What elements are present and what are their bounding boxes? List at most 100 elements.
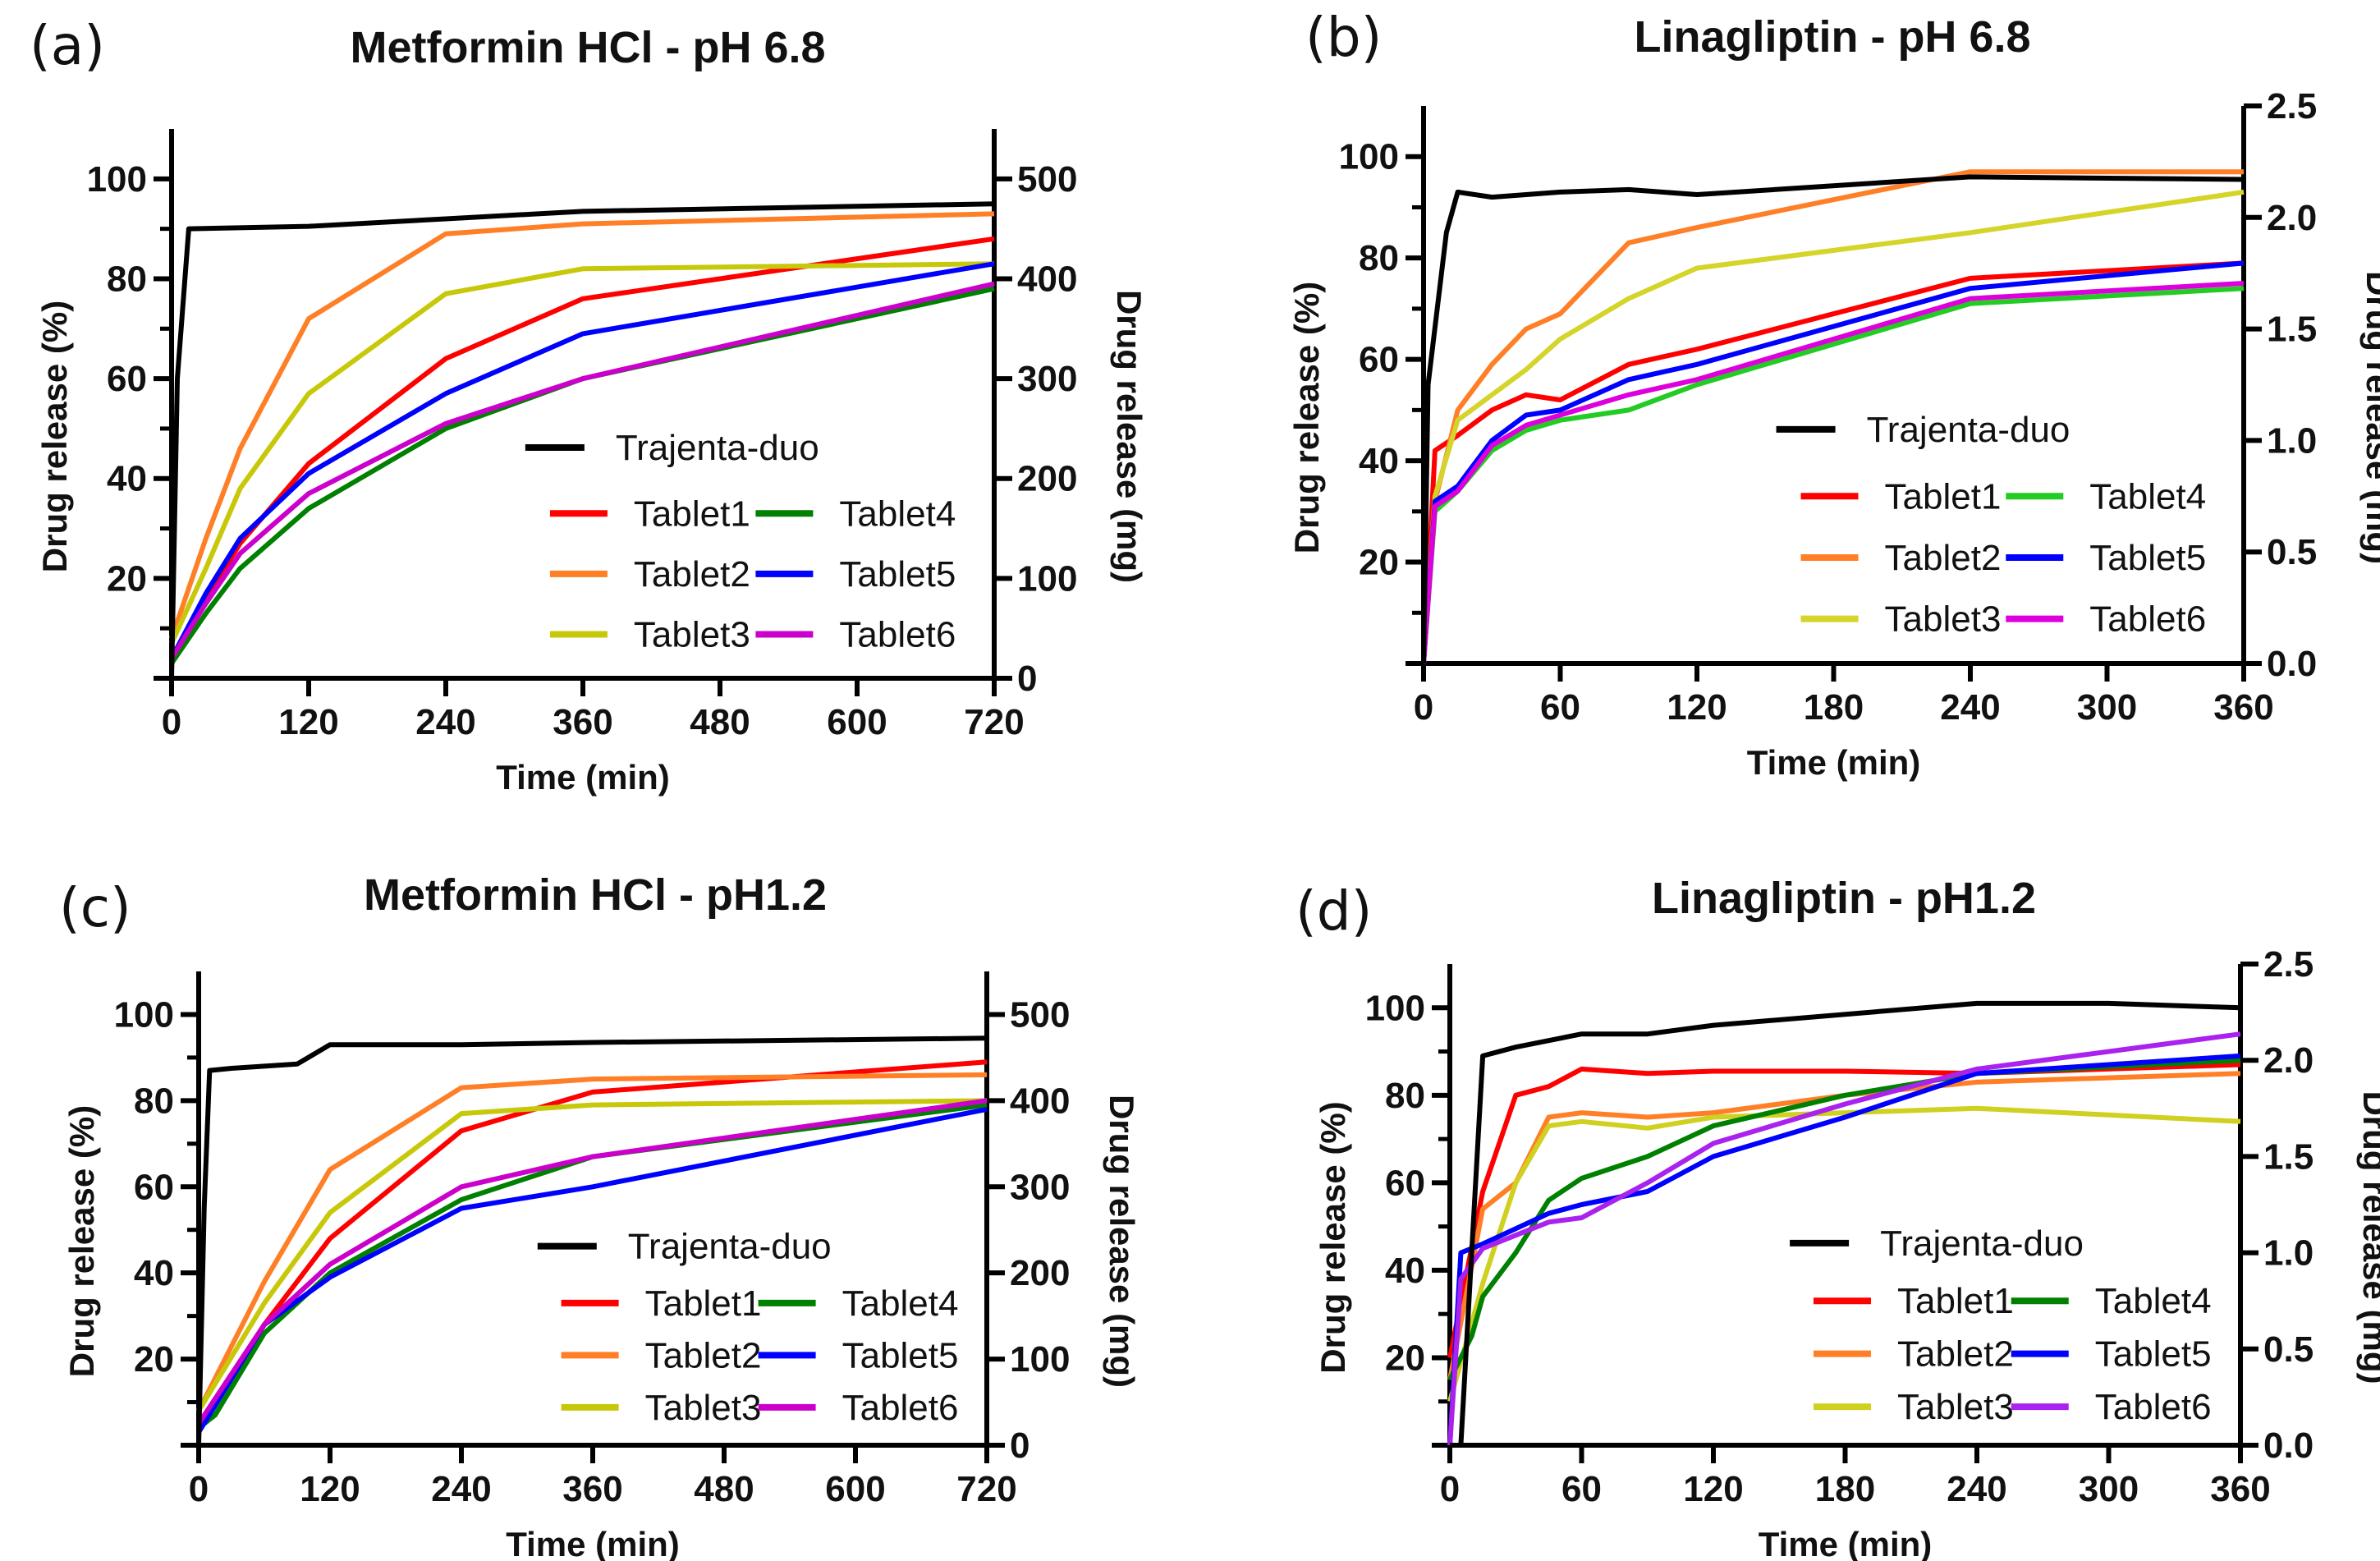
x-tick-label: 0 (1440, 1469, 1460, 1509)
y-tick-label: 100 (87, 159, 147, 200)
y-tick-label: 60 (107, 359, 147, 399)
y-tick-label: 60 (1359, 340, 1399, 380)
x-axis-label: Time (min) (1759, 1525, 1933, 1561)
legend: Trajenta-duo Tablet1 Tablet2 Tablet3 Tablet4… (1776, 410, 2206, 640)
x-tick-label: 60 (1540, 687, 1580, 728)
x-axis-label: Time (min) (496, 758, 670, 797)
series-line-tablet3 (1421, 189, 2245, 664)
series-line-tablet3 (169, 261, 995, 645)
y2-axis-label: Drug release (mg) (2356, 1090, 2380, 1384)
legend: Trajenta-duo Tablet1 Tablet2 Tablet3 Tablet4… (1790, 1224, 2212, 1427)
series-line-tablet5 (169, 261, 995, 660)
x-axis-label: Time (min) (1747, 743, 1921, 782)
y-tick-label: 40 (1385, 1251, 1425, 1291)
chart-panel-b: (b) Linagliptin - pH 6.8 20 40 60 80 100 0.0 0.5… (1287, 6, 2380, 782)
legend-label: Tablet3 (1885, 599, 2002, 640)
x-tick-label: 0 (162, 702, 181, 742)
y2-tick-label: 400 (1017, 259, 1077, 299)
y-axis-label: Drug release (%) (62, 1105, 101, 1377)
panel-label: (a) (30, 14, 105, 77)
legend-label: Tablet6 (2095, 1387, 2212, 1427)
y-tick-label: 40 (1359, 441, 1399, 481)
y2-tick-label: 0.0 (2263, 1426, 2314, 1466)
series-line-tablet6 (1421, 281, 2245, 664)
legend-label: Tablet5 (2089, 538, 2206, 578)
y2-tick-label: 0.0 (2267, 644, 2317, 684)
x-tick-label: 180 (1804, 687, 1864, 728)
chart-title: Linagliptin - pH 6.8 (1635, 12, 2031, 62)
y-tick-label: 100 (1365, 988, 1425, 1028)
y2-tick-label: 300 (1010, 1167, 1070, 1207)
x-axis-label: Time (min) (506, 1525, 680, 1561)
y2-tick-label: 0 (1010, 1426, 1029, 1466)
y2-tick-label: 100 (1017, 558, 1077, 599)
legend-label: Tablet3 (645, 1388, 762, 1428)
series-line-tablet1 (1421, 260, 2245, 664)
legend-label: Tablet4 (842, 1283, 959, 1324)
y2-tick-label: 2.5 (2267, 86, 2317, 126)
y2-tick-label: 2.0 (2267, 198, 2317, 238)
y2-tick-label: 400 (1010, 1081, 1070, 1121)
series-line-tablet1 (169, 236, 995, 665)
y2-tick-label: 2.0 (2263, 1040, 2314, 1081)
series-line-trajenta-duo (196, 1035, 988, 1446)
legend-label: Tablet4 (2095, 1281, 2212, 1321)
y2-tick-label: 300 (1017, 359, 1077, 399)
y2-tick-label: 500 (1010, 994, 1070, 1035)
y2-axis-label: Drug release (mg) (1103, 1095, 1141, 1388)
x-tick-label: 720 (964, 702, 1024, 742)
series-line-tablet6 (169, 281, 995, 660)
x-tick-label: 240 (431, 1469, 491, 1509)
legend-label: Tablet4 (839, 494, 956, 534)
legend-label: Tablet1 (1897, 1281, 2014, 1321)
series-line-tablet3 (1447, 1105, 2241, 1403)
y2-tick-label: 500 (1017, 159, 1077, 200)
y2-tick-label: 0.5 (2267, 532, 2317, 572)
x-tick-label: 300 (2079, 1469, 2139, 1509)
series-line-tablet2 (196, 1072, 988, 1412)
legend: Trajenta-duo Tablet1 Tablet2 Tablet3 Tablet4… (525, 428, 956, 654)
series-line-tablet4 (1447, 1058, 2241, 1381)
legend-label: Tablet5 (839, 554, 956, 595)
x-tick-label: 60 (1561, 1469, 1602, 1509)
chart-panel-d: (d) Linagliptin - pH1.2 20 40 60 80 100 0.0 0.5 1… (1295, 874, 2380, 1561)
y-tick-label: 20 (107, 558, 147, 599)
x-tick-label: 120 (1683, 1469, 1743, 1509)
y-axis-label: Drug release (%) (1287, 282, 1326, 553)
y2-tick-label: 0.5 (2263, 1329, 2314, 1370)
chart-title: Metformin HCl - pH1.2 (364, 870, 827, 920)
y-tick-label: 40 (107, 459, 147, 499)
legend-label: Tablet1 (634, 494, 750, 534)
legend-label: Tablet5 (842, 1335, 959, 1375)
y-tick-label: 60 (134, 1167, 174, 1207)
y-tick-label: 80 (1385, 1076, 1425, 1116)
legend-label: Tablet3 (1897, 1387, 2014, 1427)
y-tick-label: 40 (134, 1253, 174, 1293)
legend-label: Trajenta-duo (1867, 410, 2070, 450)
legend-label: Tablet1 (1885, 476, 2002, 517)
x-tick-label: 0 (1414, 687, 1433, 728)
series-line-trajenta-duo (1421, 174, 2245, 664)
legend-label: Tablet5 (2095, 1334, 2212, 1375)
y-tick-label: 80 (1359, 238, 1399, 278)
x-tick-label: 360 (2210, 1469, 2270, 1509)
y2-tick-label: 1.5 (2267, 310, 2317, 350)
chart-title: Metformin HCl - pH 6.8 (350, 23, 825, 72)
y-tick-label: 100 (1339, 137, 1399, 177)
y-axis-label: Drug release (%) (35, 301, 74, 572)
legend-label: Tablet4 (2089, 476, 2206, 517)
x-tick-label: 240 (415, 702, 475, 742)
y2-tick-label: 100 (1010, 1339, 1070, 1380)
legend-label: Tablet6 (2089, 599, 2206, 640)
series-line-tablet1 (1447, 1062, 2241, 1359)
legend-label: Trajenta-duo (628, 1227, 832, 1267)
x-tick-label: 720 (956, 1469, 1016, 1509)
y2-axis-label: Drug release (mg) (1110, 290, 1149, 583)
legend-label: Trajenta-duo (1880, 1224, 2084, 1264)
x-tick-label: 180 (1815, 1469, 1875, 1509)
chart-title: Linagliptin - pH1.2 (1652, 874, 2036, 923)
panel-label: (c) (59, 876, 131, 939)
y-tick-label: 60 (1385, 1163, 1425, 1203)
x-tick-label: 360 (562, 1469, 622, 1509)
